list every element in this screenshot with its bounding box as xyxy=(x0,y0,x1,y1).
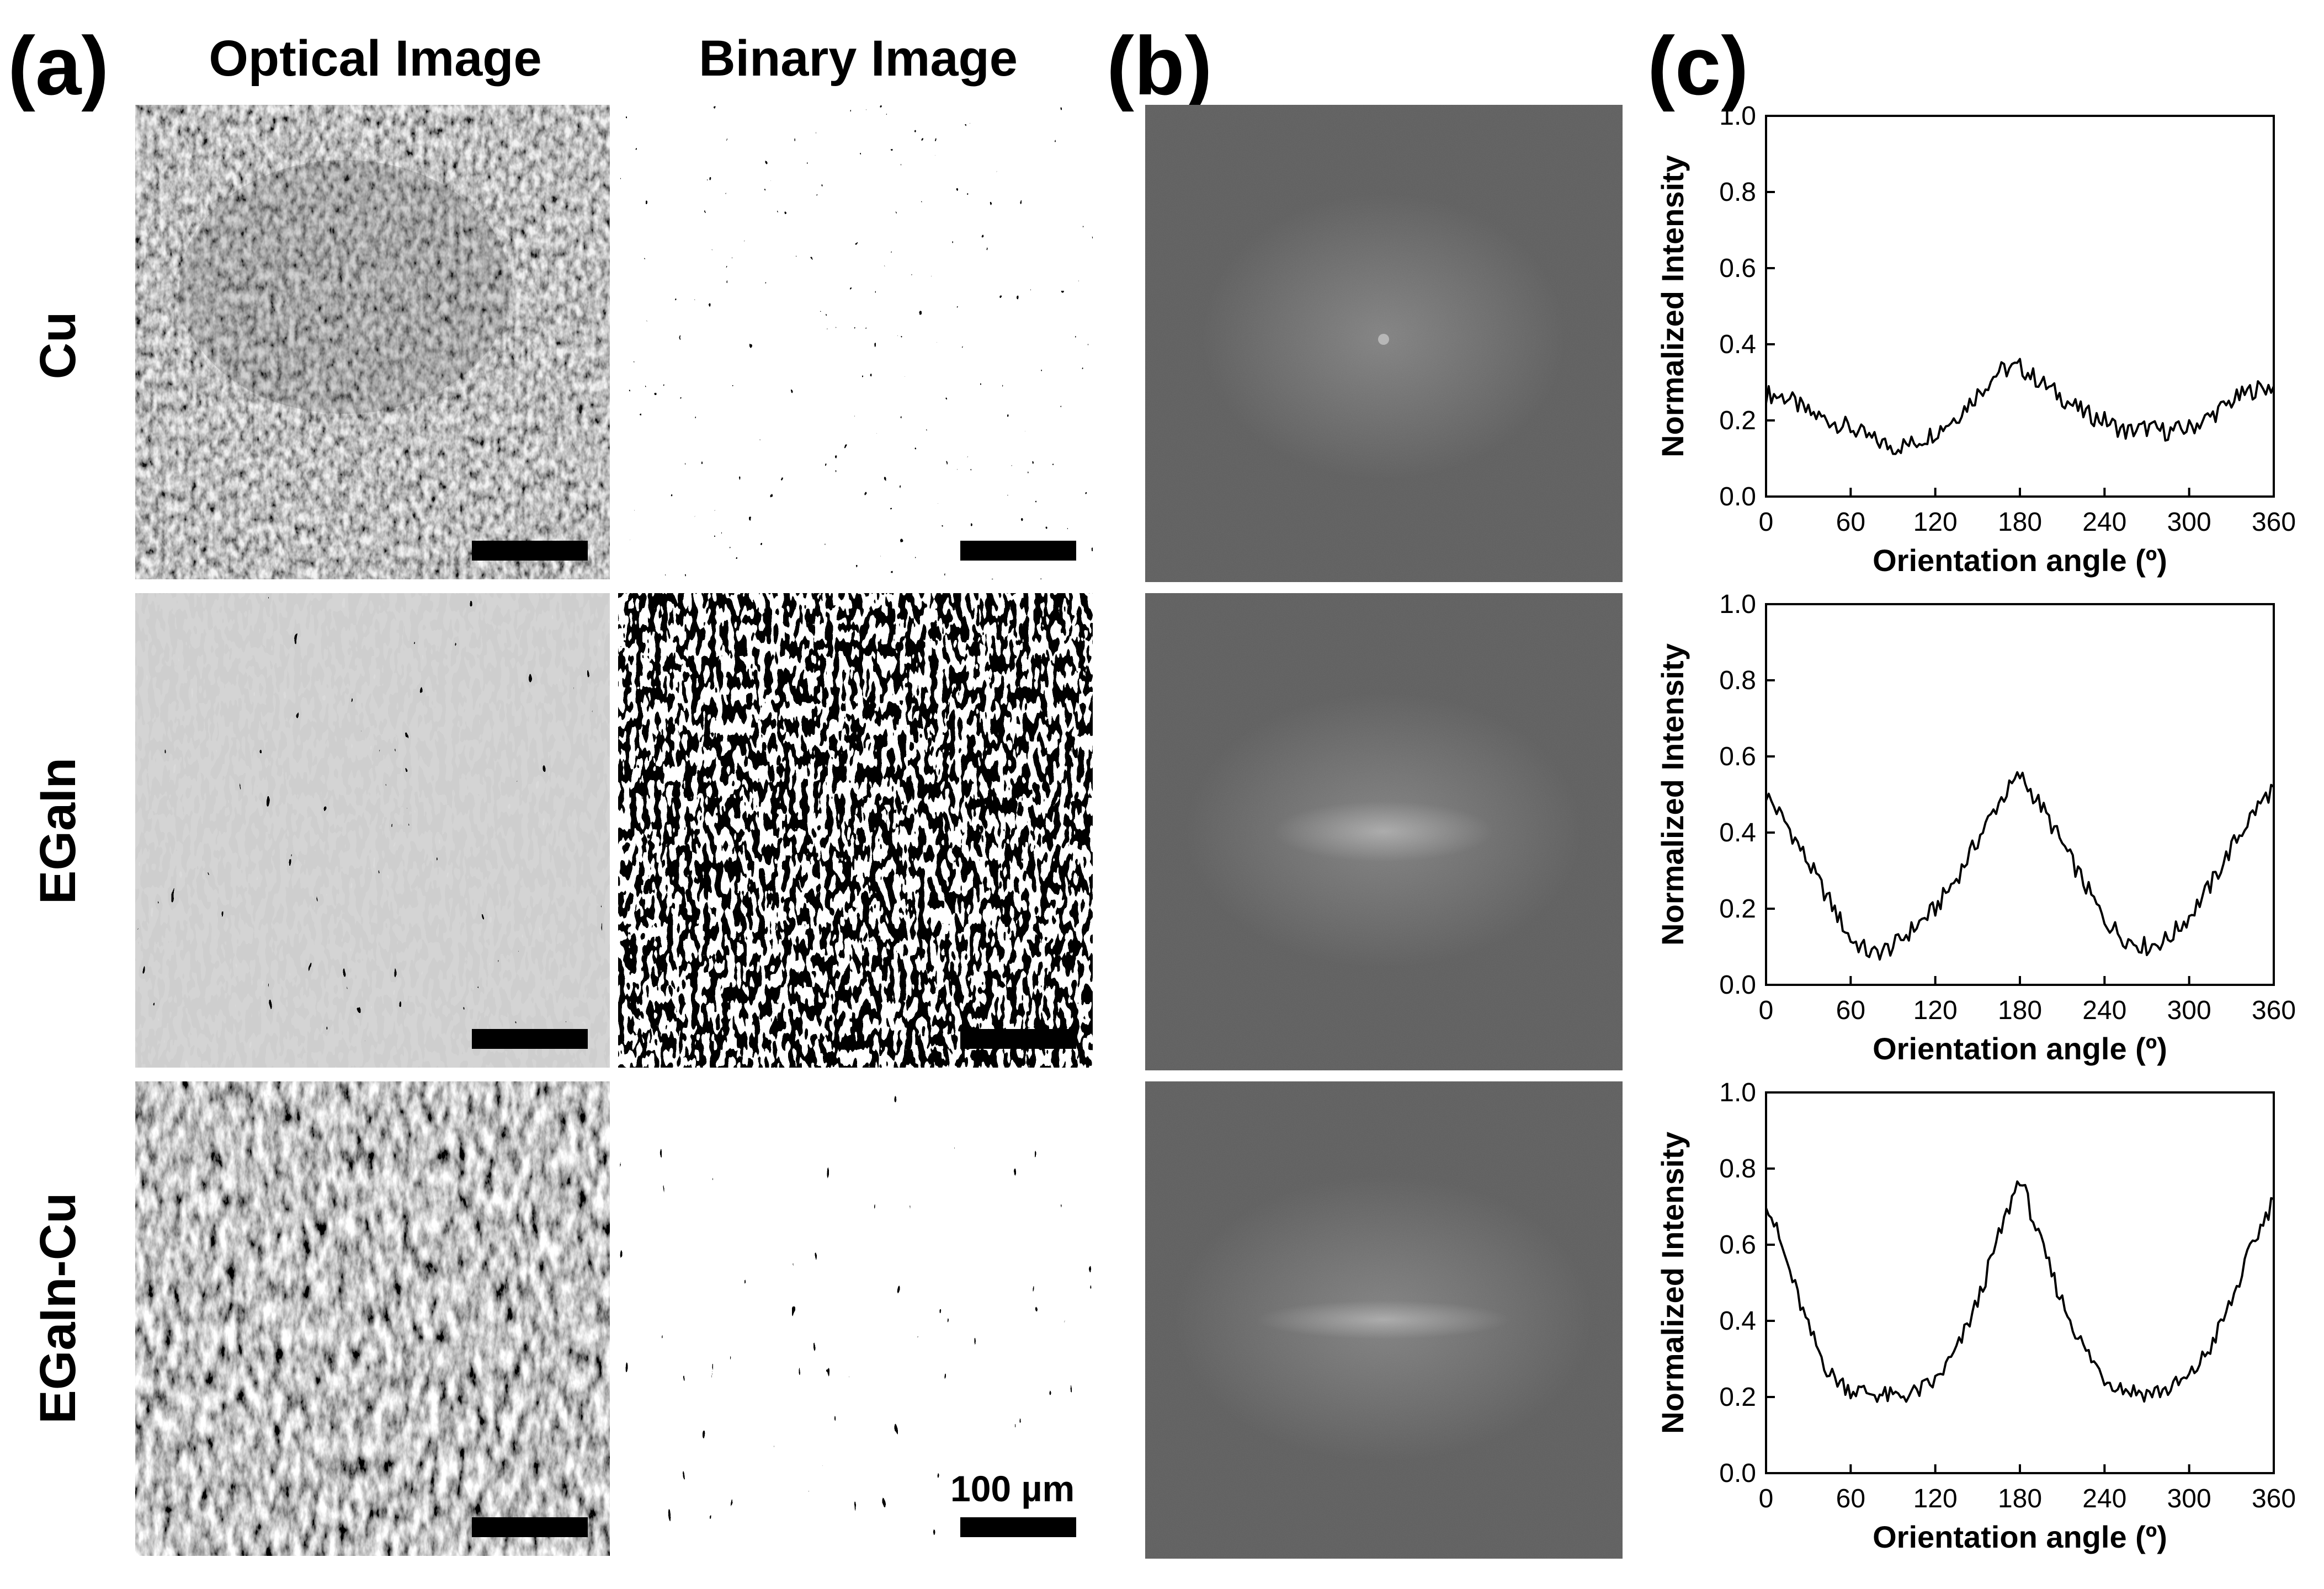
x-axis-label: Orientation angle (º) xyxy=(1873,1031,2167,1066)
plot-frame xyxy=(1765,115,2275,498)
scale-bar xyxy=(472,541,588,561)
plot-frame xyxy=(1765,1091,2275,1474)
row-label-egain-cu: EGaIn-Cu xyxy=(30,1192,86,1424)
y-tick-label: 0.4 xyxy=(1719,1307,1756,1336)
row-label-cu: Cu xyxy=(30,311,86,380)
fft-image-egain xyxy=(1145,593,1623,1070)
x-tick-label: 60 xyxy=(1836,1484,1865,1513)
y-tick-label: 0.4 xyxy=(1719,330,1756,359)
x-tick-label: 360 xyxy=(2252,1484,2296,1513)
x-tick-label: 0 xyxy=(1759,508,1774,537)
x-tick-label: 120 xyxy=(1913,996,1958,1025)
x-tick-label: 120 xyxy=(1913,508,1958,537)
scale-bar xyxy=(960,1029,1076,1049)
y-tick-label: 0.4 xyxy=(1719,818,1756,847)
chart-cu: 0 60 120 180 240 300 360 0.0 0.2 0.4 0.6 0.8 1.0 Orie… xyxy=(1650,102,2318,601)
x-tick-label: 240 xyxy=(2082,996,2126,1025)
y-tick-label: 1.0 xyxy=(1719,102,1756,131)
x-tick-label: 120 xyxy=(1913,1484,1958,1513)
binary-image-egain-cu: 100 µm xyxy=(618,1081,1093,1556)
x-tick-label: 300 xyxy=(2167,508,2211,537)
x-tick-label: 0 xyxy=(1759,1484,1774,1513)
y-tick-label: 0.2 xyxy=(1719,1383,1756,1412)
x-tick-label: 180 xyxy=(1998,1484,2042,1513)
chart-egain-cu: 0 60 120 180 240 300 360 0.0 0.2 0.4 0.6 0.8 1.0 Orie… xyxy=(1650,1078,2318,1578)
panel-label-b: (b) xyxy=(1107,19,1212,112)
column-header-binary: Binary Image xyxy=(699,30,1018,87)
series-line xyxy=(1765,771,2275,961)
x-tick-label: 360 xyxy=(2252,996,2296,1025)
x-tick-label: 180 xyxy=(1998,508,2042,537)
x-axis-label: Orientation angle (º) xyxy=(1873,543,2167,578)
scale-bar xyxy=(960,1517,1076,1537)
x-tick-label: 300 xyxy=(2167,1484,2211,1513)
y-axis-label: Normalized Intensity xyxy=(1655,1132,1690,1434)
x-axis-label: Orientation angle (º) xyxy=(1873,1519,2167,1554)
column-header-optical: Optical Image xyxy=(209,30,542,87)
y-tick-label: 0.0 xyxy=(1719,482,1756,511)
scale-bar-label: 100 µm xyxy=(950,1468,1075,1509)
x-tick-label: 360 xyxy=(2252,508,2296,537)
x-tick-label: 240 xyxy=(2082,508,2126,537)
fft-image-cu xyxy=(1145,105,1623,582)
binary-image-egain xyxy=(618,593,1093,1068)
scale-bar xyxy=(472,1517,588,1537)
y-tick-label: 0.0 xyxy=(1719,1459,1756,1488)
y-tick-label: 0.2 xyxy=(1719,894,1756,924)
x-tick-label: 300 xyxy=(2167,996,2211,1025)
chart-svg-cu: 0 60 120 180 240 300 360 0.0 0.2 0.4 0.6 0.8 1.0 Orie… xyxy=(1655,102,2296,578)
x-tick-label: 240 xyxy=(2082,1484,2126,1513)
series-line xyxy=(1765,358,2275,455)
x-tick-label: 180 xyxy=(1998,996,2042,1025)
x-tick-label: 60 xyxy=(1836,996,1865,1025)
y-axis-label: Normalized Intensity xyxy=(1655,155,1690,457)
y-tick-label: 0.2 xyxy=(1719,406,1756,435)
y-tick-label: 0.8 xyxy=(1719,178,1756,207)
panel-label-a: (a) xyxy=(8,19,109,112)
y-tick-label: 1.0 xyxy=(1719,1078,1756,1107)
scale-bar xyxy=(472,1029,588,1049)
y-tick-label: 0.0 xyxy=(1719,971,1756,1000)
y-tick-label: 0.6 xyxy=(1719,1230,1756,1260)
y-tick-label: 0.6 xyxy=(1719,742,1756,771)
fft-image-egain-cu xyxy=(1145,1081,1623,1559)
chart-egain: 0 60 120 180 240 300 360 0.0 0.2 0.4 0.6 0.8 1.0 Orie… xyxy=(1650,590,2318,1090)
y-tick-label: 0.6 xyxy=(1719,254,1756,283)
y-tick-label: 0.8 xyxy=(1719,666,1756,695)
x-tick-label: 60 xyxy=(1836,508,1865,537)
row-label-egain: EGaIn xyxy=(30,758,86,904)
y-tick-label: 1.0 xyxy=(1719,590,1756,619)
series-line xyxy=(1765,1180,2274,1403)
optical-image-egain xyxy=(135,593,610,1068)
binary-image-cu xyxy=(618,105,1093,579)
optical-image-egain-cu xyxy=(135,1081,610,1556)
scale-bar xyxy=(960,541,1076,561)
chart-svg-egain: 0 60 120 180 240 300 360 0.0 0.2 0.4 0.6 0.8 1.0 Orie… xyxy=(1655,590,2296,1066)
chart-svg-egain-cu: 0 60 120 180 240 300 360 0.0 0.2 0.4 0.6 0.8 1.0 Orie… xyxy=(1655,1078,2296,1554)
x-tick-label: 0 xyxy=(1759,996,1774,1025)
y-tick-label: 0.8 xyxy=(1719,1154,1756,1183)
optical-image-cu xyxy=(135,105,610,579)
panel-label-c: (c) xyxy=(1647,19,1749,112)
y-axis-label: Normalized Intensity xyxy=(1655,643,1690,946)
